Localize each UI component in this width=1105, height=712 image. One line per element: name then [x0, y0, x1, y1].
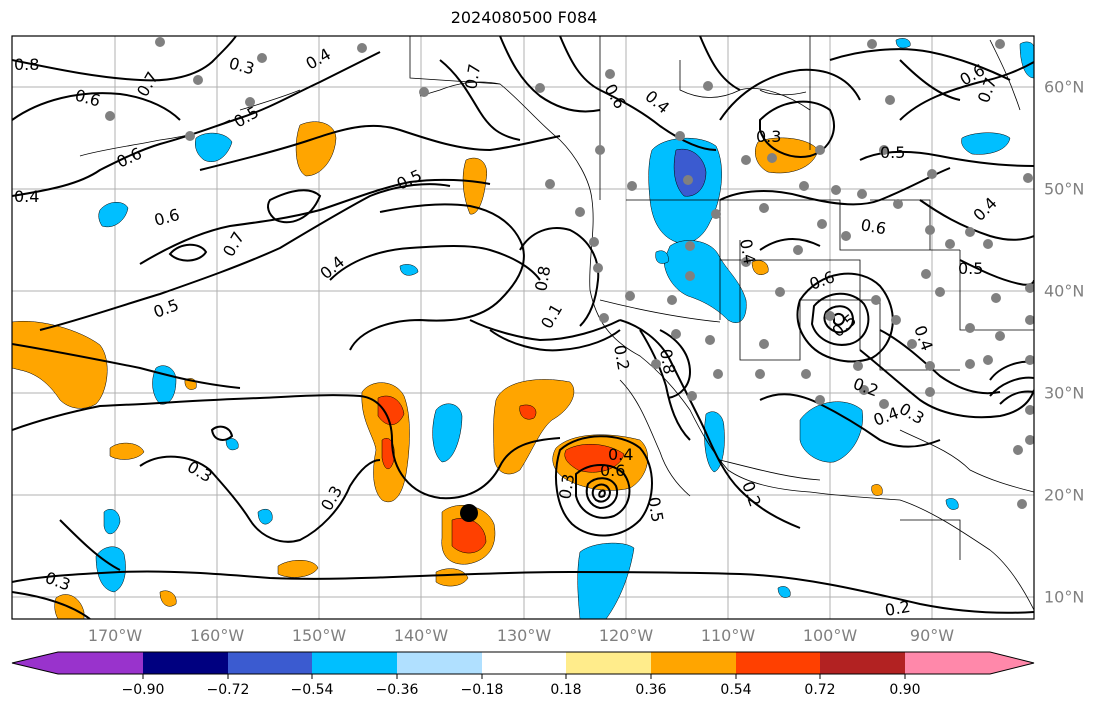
contour-label: 0.6: [600, 461, 625, 480]
lon-label: 140°W: [393, 626, 449, 645]
lon-label: 150°W: [291, 626, 347, 645]
colorbar-ticks: [142, 674, 906, 679]
colorbar-segment: [312, 652, 397, 674]
contour-label: 0.8: [531, 264, 554, 292]
lat-label: 20°N: [1044, 485, 1085, 505]
colorbar-segment: [58, 652, 143, 674]
lon-label: 130°W: [496, 626, 552, 645]
colorbar-outline: [11, 651, 1035, 675]
shaded-fields: [12, 38, 1034, 619]
colorbar-extend-high: [990, 652, 1034, 674]
lat-label: 60°N: [1044, 77, 1085, 97]
contour-label: 0.6: [859, 215, 887, 238]
contour-lines: [12, 36, 1034, 619]
map-frame: [11, 35, 1035, 620]
lon-label: 170°W: [87, 626, 143, 645]
contour-label: 0.8: [656, 347, 679, 375]
contour-label: 0.2: [610, 343, 633, 371]
colorbar-tick-label: 0.54: [720, 682, 752, 698]
contour-label: 0.7: [461, 62, 484, 90]
lat-label: 10°N: [1044, 587, 1085, 607]
lon-label: 110°W: [700, 626, 756, 645]
gridlines: [12, 36, 1034, 619]
lon-label: 90°W: [909, 626, 955, 645]
lon-label: 100°W: [802, 626, 858, 645]
contour-label: 0.3: [555, 472, 578, 500]
contour-label: 0.4: [736, 237, 759, 265]
colorbar-tick-label: −0.90: [121, 682, 165, 698]
contour-label: 0.5: [644, 495, 667, 523]
lat-label: 50°N: [1044, 179, 1085, 199]
colorbar-tick-label: 0.72: [804, 682, 836, 698]
lat-label: 40°N: [1044, 281, 1085, 301]
contour-label: 0.2: [883, 597, 911, 620]
contour-label: 0.4: [608, 445, 633, 464]
colorbar-segment: [482, 652, 566, 674]
contour-label: 0.3: [756, 127, 781, 146]
map-plot-area: [12, 36, 1034, 619]
map-title: 2024080500 F084: [450, 8, 598, 27]
colorbar-tick-label: 0.36: [635, 682, 667, 698]
contour-label: 0.5: [880, 143, 905, 162]
colorbar-segment: [566, 652, 651, 674]
colorbar-tick-label: 0.18: [550, 682, 582, 698]
storm-center-marker: [460, 504, 478, 522]
contour-label: 0.8: [14, 55, 39, 74]
colorbar: [11, 651, 1035, 679]
colorbar-tick-label: −0.36: [375, 682, 419, 698]
colorbar-tick-label: −0.72: [206, 682, 250, 698]
colorbar-segment: [143, 652, 228, 674]
colorbar-segment: [228, 652, 312, 674]
colorbar-segment: [820, 652, 905, 674]
colorbar-extend-low: [12, 652, 58, 674]
lon-label: 120°W: [598, 626, 654, 645]
colorbar-tick-label: −0.54: [290, 682, 334, 698]
colorbar-segment: [905, 652, 990, 674]
colorbar-tick-label: 0.90: [889, 682, 921, 698]
colorbar-segment: [397, 652, 482, 674]
colorbar-tick-label: −0.18: [460, 682, 504, 698]
lon-label: 160°W: [189, 626, 245, 645]
colorbar-segment: [651, 652, 736, 674]
colorbar-segment: [736, 652, 820, 674]
station-markers: [105, 37, 1034, 509]
contour-label: 0.4: [14, 187, 39, 206]
contour-label: 0.5: [958, 259, 983, 278]
lat-label: 30°N: [1044, 383, 1085, 403]
